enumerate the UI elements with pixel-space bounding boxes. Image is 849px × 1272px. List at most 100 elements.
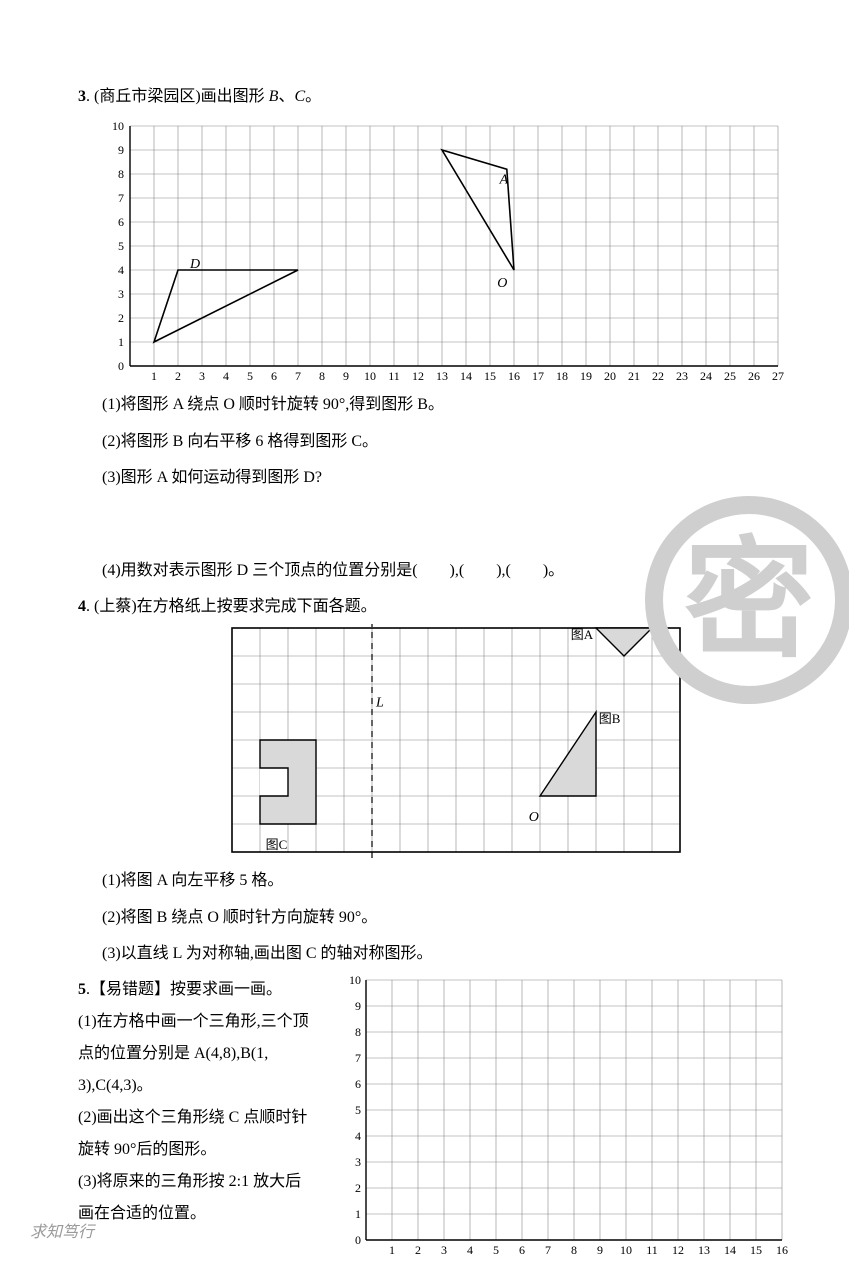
svg-text:2: 2	[415, 1243, 421, 1257]
svg-text:8: 8	[118, 167, 124, 181]
svg-text:图C: 图C	[266, 838, 288, 853]
svg-text:14: 14	[724, 1243, 736, 1257]
q3-tail: 。	[305, 88, 321, 105]
svg-text:3: 3	[199, 369, 205, 383]
svg-text:5: 5	[355, 1103, 361, 1117]
svg-text:17: 17	[532, 369, 544, 383]
svg-text:14: 14	[460, 369, 472, 383]
svg-text:10: 10	[364, 369, 376, 383]
q5-p3a: (3)将原来的三角形按 2:1 放大后	[78, 1166, 340, 1198]
q4-sub2: (2)将图 B 绕点 O 顺时针方向旋转 90°。	[78, 903, 809, 933]
q5-grid: 12345678910111213141516012345678910	[340, 974, 809, 1266]
svg-text:16: 16	[508, 369, 520, 383]
q4-pre: . (上蔡)在方格纸上按要求完成下面各题。	[86, 598, 377, 615]
svg-text:2: 2	[175, 369, 181, 383]
svg-text:11: 11	[646, 1243, 658, 1257]
svg-text:7: 7	[118, 191, 124, 205]
svg-text:1: 1	[151, 369, 157, 383]
svg-text:3: 3	[118, 287, 124, 301]
q3-blank	[78, 494, 809, 550]
q5-text: 5.【易错题】按要求画一画。 (1)在方格中画一个三角形,三个顶 点的位置分别是…	[78, 974, 340, 1266]
q5-wrap: 5.【易错题】按要求画一画。 (1)在方格中画一个三角形,三个顶 点的位置分别是…	[78, 974, 809, 1266]
svg-text:10: 10	[349, 974, 361, 987]
q3-sub1: (1)将图形 A 绕点 O 顺时针旋转 90°,得到图形 B。	[78, 390, 809, 420]
svg-text:4: 4	[467, 1243, 473, 1257]
q3-num: 3	[78, 88, 86, 105]
svg-text:27: 27	[772, 369, 784, 383]
svg-text:5: 5	[493, 1243, 499, 1257]
svg-text:O: O	[497, 276, 507, 291]
svg-text:1: 1	[355, 1207, 361, 1221]
svg-text:D: D	[189, 257, 200, 272]
svg-text:10: 10	[112, 119, 124, 133]
svg-text:7: 7	[545, 1243, 551, 1257]
q5-p1b: 点的位置分别是 A(4,8),B(1,	[78, 1038, 340, 1070]
svg-text:7: 7	[355, 1051, 361, 1065]
svg-text:图B: 图B	[599, 712, 621, 727]
svg-text:8: 8	[319, 369, 325, 383]
q3-b: B	[269, 88, 279, 105]
svg-text:10: 10	[620, 1243, 632, 1257]
q5-p3b: 画在合适的位置。	[78, 1198, 340, 1230]
q3-svg: 1234567891011121314151617181920212223242…	[100, 116, 800, 384]
svg-text:15: 15	[750, 1243, 762, 1257]
svg-text:13: 13	[436, 369, 448, 383]
svg-text:0: 0	[118, 359, 124, 373]
svg-text:25: 25	[724, 369, 736, 383]
q5-p2a: (2)画出这个三角形绕 C 点顺时针	[78, 1102, 340, 1134]
svg-text:9: 9	[343, 369, 349, 383]
svg-text:7: 7	[295, 369, 301, 383]
svg-text:21: 21	[628, 369, 640, 383]
q4-heading: 4. (上蔡)在方格纸上按要求完成下面各题。	[78, 592, 809, 622]
svg-text:O: O	[529, 811, 539, 826]
svg-text:4: 4	[223, 369, 229, 383]
q5-num: 5	[78, 981, 86, 998]
svg-text:19: 19	[580, 369, 592, 383]
svg-text:6: 6	[355, 1077, 361, 1091]
svg-text:3: 3	[355, 1155, 361, 1169]
svg-text:12: 12	[672, 1243, 684, 1257]
svg-text:6: 6	[118, 215, 124, 229]
q3-grid: 1234567891011121314151617181920212223242…	[100, 116, 809, 384]
svg-text:18: 18	[556, 369, 568, 383]
svg-text:6: 6	[271, 369, 277, 383]
svg-text:22: 22	[652, 369, 664, 383]
q5-p2b: 旋转 90°后的图形。	[78, 1134, 340, 1166]
svg-text:3: 3	[441, 1243, 447, 1257]
q5-svg: 12345678910111213141516012345678910	[340, 974, 800, 1266]
svg-text:9: 9	[355, 999, 361, 1013]
q4-svg: L 图A 图B O 图C	[228, 624, 698, 860]
svg-text:16: 16	[776, 1243, 788, 1257]
q5-pre: .【易错题】按要求画一画。	[86, 981, 282, 998]
svg-text:5: 5	[247, 369, 253, 383]
svg-text:15: 15	[484, 369, 496, 383]
svg-text:1: 1	[389, 1243, 395, 1257]
q4-sub3: (3)以直线 L 为对称轴,画出图 C 的轴对称图形。	[78, 939, 809, 969]
svg-text:4: 4	[118, 263, 124, 277]
svg-text:图A: 图A	[571, 628, 594, 643]
q5-p1a: (1)在方格中画一个三角形,三个顶	[78, 1006, 340, 1038]
svg-text:2: 2	[118, 311, 124, 325]
q3-sub3: (3)图形 A 如何运动得到图形 D?	[78, 463, 809, 493]
q3-heading: 3. (商丘市梁园区)画出图形 B、C。	[78, 82, 809, 112]
q5-heading: 5.【易错题】按要求画一画。	[78, 974, 340, 1006]
svg-text:24: 24	[700, 369, 712, 383]
svg-text:1: 1	[118, 335, 124, 349]
svg-text:9: 9	[597, 1243, 603, 1257]
footer-text: 求知笃行	[30, 1218, 94, 1242]
q3-pre: . (商丘市梁园区)画出图形	[86, 88, 269, 105]
svg-text:26: 26	[748, 369, 760, 383]
q4-num: 4	[78, 598, 86, 615]
q4-sub1: (1)将图 A 向左平移 5 格。	[78, 866, 809, 896]
svg-text:13: 13	[698, 1243, 710, 1257]
svg-text:8: 8	[571, 1243, 577, 1257]
svg-text:L: L	[375, 696, 384, 711]
svg-text:2: 2	[355, 1181, 361, 1195]
svg-text:23: 23	[676, 369, 688, 383]
q4-grid: L 图A 图B O 图C	[228, 624, 809, 860]
svg-text:4: 4	[355, 1129, 361, 1143]
svg-text:5: 5	[118, 239, 124, 253]
q3-sub2: (2)将图形 B 向右平移 6 格得到图形 C。	[78, 427, 809, 457]
svg-text:20: 20	[604, 369, 616, 383]
svg-text:12: 12	[412, 369, 424, 383]
